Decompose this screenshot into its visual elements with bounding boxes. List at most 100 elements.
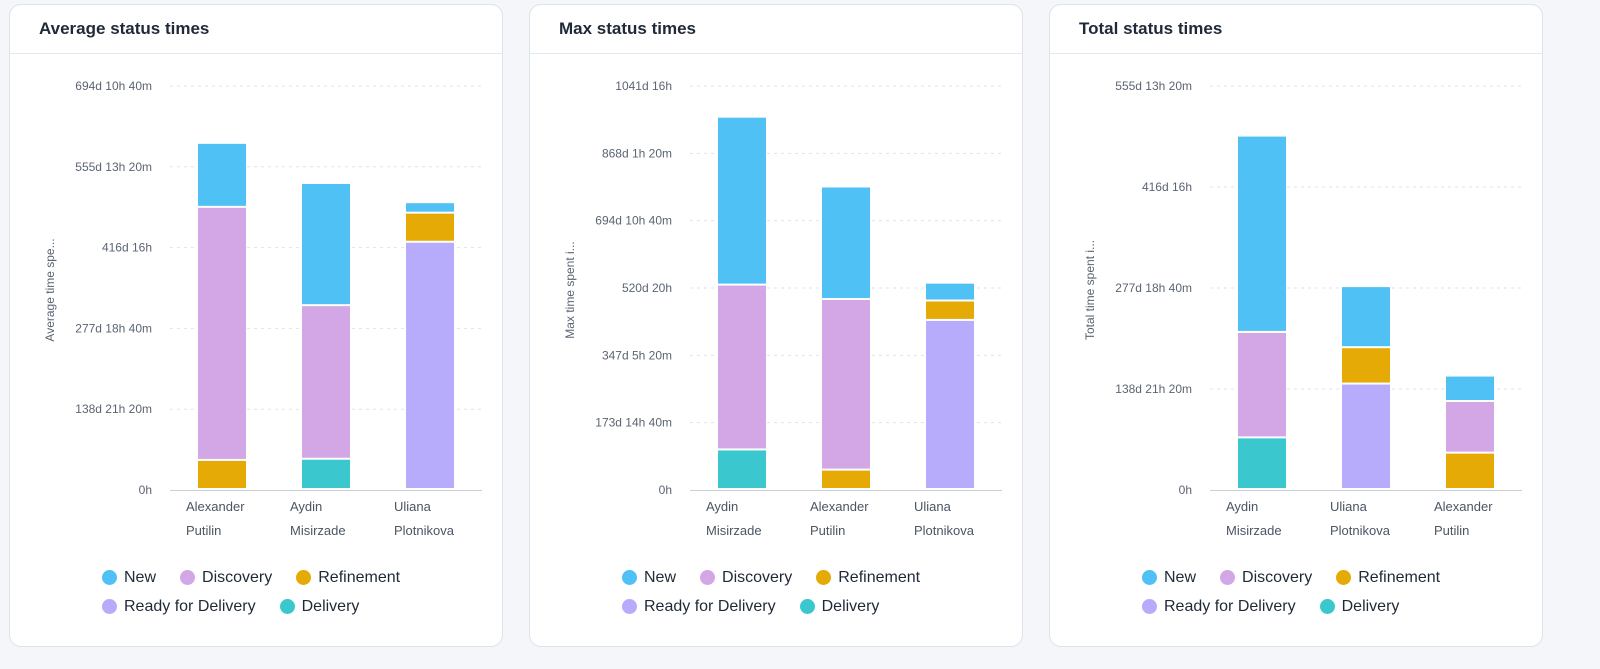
legend-dot-icon: [1319, 599, 1335, 614]
legend-dot-icon: [102, 599, 117, 614]
legend-dot-icon: [180, 570, 196, 585]
y-tick-label: 555d 13h 20m: [75, 160, 152, 174]
legend-dot-icon: [622, 599, 637, 614]
x-category-label: Putilin: [810, 523, 845, 538]
legend-label: Refinement: [318, 568, 401, 586]
legend-row: Ready for Delivery Delivery: [622, 592, 1002, 621]
x-category-label: Uliana: [1330, 499, 1368, 514]
bar-segment-refinement: [1342, 348, 1390, 383]
legend-label: Delivery: [1341, 597, 1400, 615]
legend-label: New: [124, 568, 157, 586]
legend-label: Ready for Delivery: [644, 597, 776, 615]
legend-row: New Discovery Refinement: [102, 563, 482, 592]
bar-segment-refinement: [406, 213, 454, 241]
legend-dot-icon: [816, 570, 832, 585]
y-tick-label: 520d 20h: [622, 281, 672, 295]
bar-segment-discovery: [822, 299, 870, 469]
bar-segment-ready-for-delivery: [406, 242, 454, 488]
legend-label: Delivery: [821, 597, 880, 615]
legend-dot-icon: [1336, 570, 1352, 585]
x-category-label: Putilin: [186, 523, 221, 538]
y-tick-label: 416d 16h: [1142, 180, 1192, 194]
legend-label: Delivery: [301, 597, 360, 615]
x-category-label: Misirzade: [706, 523, 762, 538]
legend-item-discovery[interactable]: Discovery: [1220, 569, 1312, 587]
x-category-label: Putilin: [1434, 523, 1469, 538]
legend-item-delivery[interactable]: Delivery: [1319, 597, 1400, 616]
legend-item-discovery[interactable]: Discovery: [180, 569, 272, 587]
average-status-times-chart: 0h 138d 21h 20m 277d 18h 40m 416d 16h 555d 1…: [43, 79, 482, 538]
x-category-label: Alexander: [186, 499, 245, 514]
chart-legend: New Discovery Refinement Ready for Delivery…: [102, 563, 482, 621]
legend-item-ready-for-delivery[interactable]: Ready for Delivery: [622, 598, 776, 616]
legend-dot-icon: [279, 599, 295, 614]
bar-segment-new: [406, 203, 454, 212]
y-tick-label: 277d 18h 40m: [1115, 281, 1192, 295]
y-tick-label: 1041d 16h: [615, 79, 672, 93]
legend-label: Refinement: [1358, 568, 1441, 586]
y-tick-label: 277d 18h 40m: [75, 321, 152, 335]
legend-dot-icon: [1142, 599, 1157, 614]
panel-header: Total status times: [1050, 5, 1542, 54]
panel-header: Max status times: [530, 5, 1022, 54]
bar-segment-delivery: [718, 450, 766, 488]
chart-title: Max status times: [559, 19, 696, 38]
legend-item-ready-for-delivery[interactable]: Ready for Delivery: [102, 598, 256, 616]
legend-label: Discovery: [202, 568, 273, 586]
legend-item-delivery[interactable]: Delivery: [279, 597, 360, 616]
legend-item-refinement[interactable]: Refinement: [816, 569, 920, 587]
legend-dot-icon: [700, 570, 716, 585]
legend-label: New: [1164, 568, 1197, 586]
bar-segment-discovery: [1238, 332, 1286, 437]
legend-dot-icon: [1142, 570, 1157, 585]
x-category-label: Alexander: [1434, 499, 1493, 514]
average-status-times-panel: 0h 138d 21h 20m 277d 18h 40m 416d 16h 555d 1…: [9, 4, 503, 647]
chart-legend: New Discovery Refinement Ready for Delivery…: [622, 563, 1002, 621]
bar-segment-ready-for-delivery: [926, 320, 974, 488]
total-status-times-chart: 0h 138d 21h 20m 277d 18h 40m 416d 16h 555d 1…: [1083, 79, 1522, 538]
chart-title: Average status times: [39, 19, 210, 38]
legend-item-ready-for-delivery[interactable]: Ready for Delivery: [1142, 598, 1296, 616]
x-category-label: Uliana: [394, 499, 432, 514]
legend-item-refinement[interactable]: Refinement: [1336, 569, 1440, 587]
bar-segment-refinement: [822, 470, 870, 488]
y-axis-label: Total time spent i...: [1083, 240, 1097, 340]
legend-row: Ready for Delivery Delivery: [102, 592, 482, 621]
bar-segment-refinement: [198, 460, 246, 488]
bar-segment-new: [302, 183, 350, 305]
bar-segment-delivery: [302, 459, 350, 488]
legend-dot-icon: [1220, 570, 1236, 585]
y-tick-label: 173d 14h 40m: [595, 416, 672, 430]
legend-label: Ready for Delivery: [124, 597, 256, 615]
bar-segment-ready-for-delivery: [1342, 384, 1390, 488]
legend-item-new[interactable]: New: [102, 569, 156, 587]
legend-item-delivery[interactable]: Delivery: [799, 597, 880, 616]
y-tick-label: 868d 1h 20m: [602, 146, 672, 160]
legend-dot-icon: [102, 570, 117, 585]
y-tick-label: 138d 21h 20m: [75, 402, 152, 416]
y-tick-label: 416d 16h: [102, 241, 152, 255]
x-category-label: Aydin: [706, 499, 738, 514]
legend-item-discovery[interactable]: Discovery: [700, 569, 792, 587]
legend-dot-icon: [296, 570, 312, 585]
y-tick-label: 694d 10h 40m: [595, 214, 672, 228]
chart-title: Total status times: [1079, 19, 1223, 38]
legend-row: New Discovery Refinement: [1142, 563, 1522, 592]
y-tick-label: 138d 21h 20m: [1115, 382, 1192, 396]
x-category-label: Uliana: [914, 499, 952, 514]
legend-item-refinement[interactable]: Refinement: [296, 569, 400, 587]
bar-segment-refinement: [1446, 453, 1494, 488]
legend-item-new[interactable]: New: [1142, 569, 1196, 587]
legend-label: Discovery: [1242, 568, 1313, 586]
bar-segment-discovery: [718, 285, 766, 449]
x-category-label: Alexander: [810, 499, 869, 514]
y-tick-label: 347d 5h 20m: [602, 348, 672, 362]
legend-label: Ready for Delivery: [1164, 597, 1296, 615]
legend-item-new[interactable]: New: [622, 569, 676, 587]
y-tick-label: 0h: [1179, 483, 1192, 497]
bar-segment-new: [822, 187, 870, 298]
bar-segment-new: [718, 117, 766, 284]
max-status-times-chart: 0h 173d 14h 40m 347d 5h 20m 520d 20h 694d 10…: [563, 79, 1002, 538]
legend-dot-icon: [622, 570, 637, 585]
legend-row: Ready for Delivery Delivery: [1142, 592, 1522, 621]
